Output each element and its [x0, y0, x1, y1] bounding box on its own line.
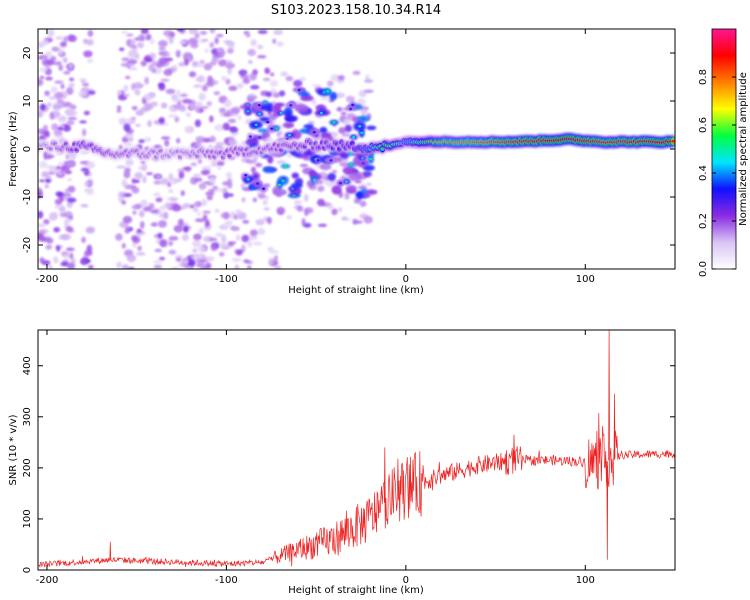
spectrogram-y-axis-label: Frequency (Hz)	[8, 111, 19, 187]
snr-y-tick-label: 400	[22, 356, 33, 375]
snr-x-tick-label: -200	[36, 575, 59, 586]
snr-x-tick-label: -100	[215, 575, 238, 586]
snr-y-ticks: 0 100 200 300 400	[22, 356, 675, 573]
snr-x-tick-label: 0	[403, 575, 409, 586]
snr-y-axis-label: SNR (10 * v/v)	[8, 414, 19, 485]
snr-y-tick-label: 100	[22, 509, 33, 528]
colorbar-gradient	[711, 28, 737, 270]
spectrogram-x-tick-label: -100	[215, 274, 238, 285]
colorbar: 0.0 0.2 0.4 0.6 0.8 Normalized spectral ampl…	[698, 28, 749, 277]
snr-x-tick-label: 100	[576, 575, 595, 586]
snr-y-tick-label: 300	[22, 407, 33, 426]
spectrogram-y-tick-label: 20	[22, 47, 33, 60]
snr-y-tick-label: 0	[22, 567, 33, 573]
spectrogram-y-tick-label: -20	[22, 237, 33, 253]
spectrogram-y-ticks: -20 -10 0 10 20	[22, 47, 675, 253]
snr-frame	[37, 329, 676, 571]
spectrogram-y-tick-label: -10	[22, 189, 33, 205]
spectrogram-x-ticks: -200 -100 0 100	[36, 29, 595, 285]
colorbar-label: Normalized spectral amplitude	[738, 72, 749, 226]
snr-panel: -200 -100 0 100 0 100 200 300 400 Height of str…	[8, 329, 676, 596]
snr-x-ticks: -200 -100 0 100	[36, 330, 595, 586]
snr-y-tick-label: 200	[22, 458, 33, 477]
colorbar-tick-label: 0.6	[698, 117, 709, 133]
spectrogram-x-tick-label: 0	[403, 274, 409, 285]
colorbar-tick-label: 0.0	[698, 261, 709, 277]
figure-title: S103.2023.158.10.34.R14	[271, 3, 441, 18]
spectrogram-ridge	[38, 133, 675, 162]
colorbar-tick-label: 0.2	[698, 213, 709, 229]
snr-series-line	[38, 330, 675, 568]
colorbar-tick-label: 0.8	[698, 69, 709, 85]
spectrogram-x-tick-label: 100	[576, 274, 595, 285]
spectrogram-y-tick-label: 0	[22, 146, 33, 152]
spectrogram-y-tick-label: 10	[22, 95, 33, 108]
spectrogram-x-axis-label: Height of straight line (km)	[288, 285, 424, 296]
colorbar-tick-label: 0.4	[698, 165, 709, 181]
spectrogram-x-tick-label: -200	[36, 274, 59, 285]
colorbar-ticks: 0.0 0.2 0.4 0.6 0.8	[698, 69, 736, 277]
snr-x-axis-label: Height of straight line (km)	[288, 585, 424, 596]
